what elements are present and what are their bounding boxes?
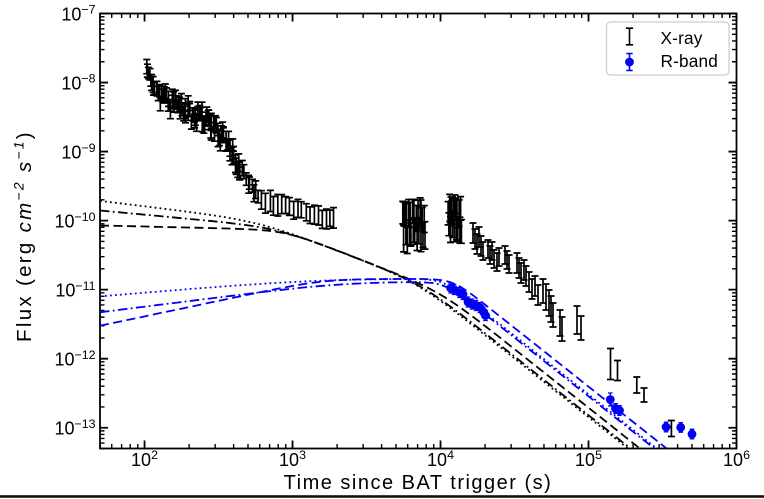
svg-text:X-ray: X-ray: [661, 28, 703, 48]
svg-text:Flux (erg cm−2 s−1): Flux (erg cm−2 s−1): [12, 130, 37, 342]
svg-text:10−9: 10−9: [61, 141, 95, 163]
svg-text:Time since BAT trigger (s): Time since BAT trigger (s): [284, 472, 553, 494]
svg-text:R-band: R-band: [661, 51, 719, 71]
